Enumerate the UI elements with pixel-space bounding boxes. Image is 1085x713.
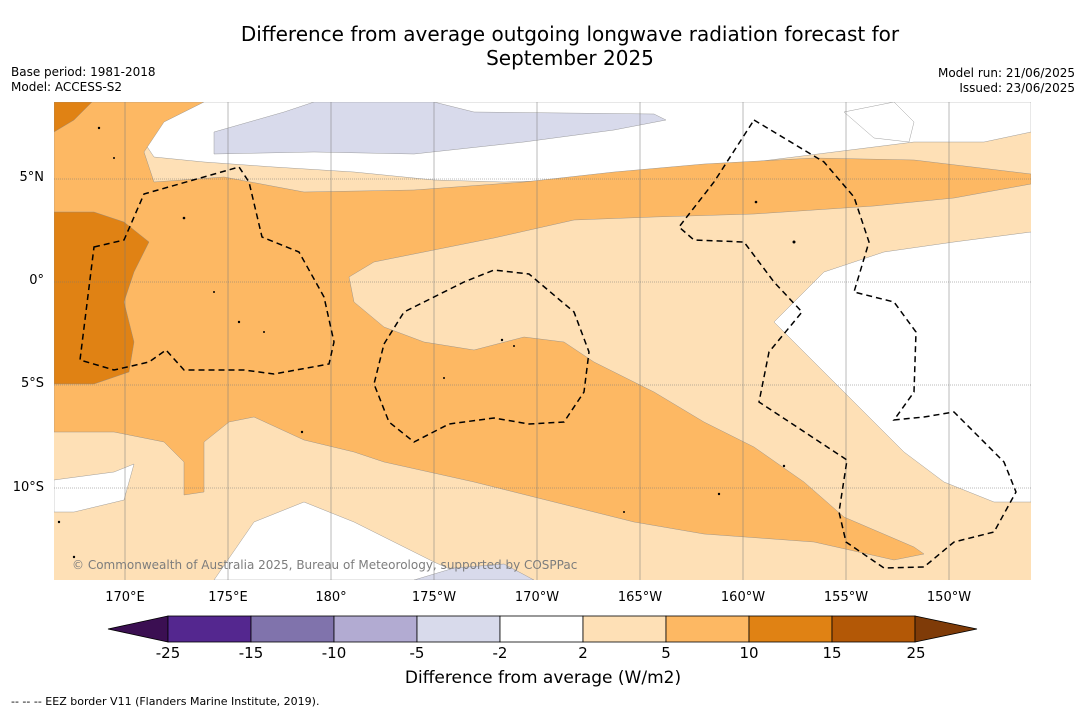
meta-right: Model run: 21/06/2025 Issued: 23/06/2025 [938, 66, 1075, 96]
colorbar-tick: 15 [822, 644, 842, 662]
lon-label-170e: 170°E [105, 590, 145, 605]
eez-border-west [79, 166, 335, 375]
eez-border-east [677, 118, 1017, 569]
lat-label-10s: 10°S [12, 480, 44, 495]
eez-border-center [373, 269, 590, 443]
graticule [54, 102, 1031, 580]
meta-left: Base period: 1981-2018 Model: ACCESS-S2 [11, 65, 156, 95]
colorbar-tick: 2 [578, 644, 588, 662]
band-negative-south [413, 563, 535, 580]
map-title: Difference from average outgoing longwav… [0, 22, 1085, 70]
lat-label-5s: 5°S [20, 376, 44, 391]
model-run: Model run: 21/06/2025 [937, 66, 1075, 80]
lon-label-165w: 165°W [617, 590, 663, 605]
title-line-1: Difference from average outgoing longwav… [240, 22, 900, 46]
colorbar-segment [582, 615, 667, 643]
colorbar-segment [416, 615, 501, 643]
band-white-east [773, 231, 1031, 503]
islands [57, 126, 796, 559]
colorbar-segment [333, 615, 418, 643]
lon-label-160w: 160°W [720, 590, 766, 605]
colorbar-tick: -25 [155, 644, 181, 662]
colorbar-tick: -5 [409, 644, 425, 662]
eez-borders [79, 118, 1017, 569]
colorbar-segment [748, 615, 833, 643]
issued-date: Issued: 23/06/2025 [959, 81, 1075, 95]
colorbar-segment [499, 615, 584, 643]
colorbar-extend-high [914, 615, 978, 643]
lon-label-170w: 170°W [514, 590, 560, 605]
eez-footnote: -- -- -- EEZ border V11 (Flanders Marine… [11, 695, 320, 708]
colorbar-segment [167, 615, 252, 643]
copyright-watermark: © Commonwealth of Australia 2025, Bureau… [72, 558, 578, 572]
colorbar-tick: 25 [906, 644, 926, 662]
anomaly-map [54, 102, 1031, 580]
colorbar-segment [665, 615, 750, 643]
lon-label-175w: 175°W [411, 590, 457, 605]
colorbar-tick: -2 [492, 644, 508, 662]
lat-label-0: 0° [29, 273, 44, 288]
lon-label-155w: 155°W [823, 590, 869, 605]
band-white-northeast [843, 102, 915, 143]
title-line-2: September 2025 [486, 46, 654, 70]
lat-label-5n: 5°N [19, 170, 45, 185]
band-white-southwest [213, 501, 475, 580]
band-5-10 [54, 102, 1031, 561]
colorbar-title: Difference from average (W/m2) [404, 668, 682, 688]
colorbar-segment [831, 615, 916, 643]
model-name: Model: ACCESS-S2 [11, 80, 123, 94]
lon-label-180: 180° [315, 590, 347, 605]
colorbar [107, 615, 978, 643]
band-negative-north [213, 102, 667, 155]
colorbar-tick: 10 [739, 644, 759, 662]
colorbar-tick: -10 [321, 644, 347, 662]
base-period: Base period: 1981-2018 [11, 65, 156, 79]
colorbar-extend-low [107, 615, 169, 643]
lon-label-175e: 175°E [208, 590, 248, 605]
band-10-15-corner [54, 102, 93, 133]
colorbar-segment [250, 615, 335, 643]
lon-label-150w: 150°W [926, 590, 972, 605]
colorbar-tick: -15 [238, 644, 264, 662]
colorbar-tick: 5 [661, 644, 671, 662]
